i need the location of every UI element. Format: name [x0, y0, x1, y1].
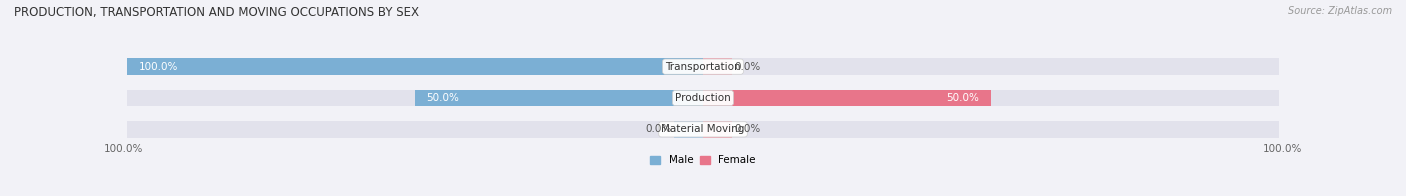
Bar: [127, 121, 1279, 138]
Bar: [675, 121, 703, 138]
Text: Production: Production: [675, 93, 731, 103]
Bar: [703, 58, 731, 75]
Legend: Male, Female: Male, Female: [648, 153, 758, 167]
Bar: [127, 58, 1279, 75]
Text: 100.0%: 100.0%: [104, 144, 143, 154]
Text: Transportation: Transportation: [665, 62, 741, 72]
Text: 0.0%: 0.0%: [735, 62, 761, 72]
Text: 100.0%: 100.0%: [1263, 144, 1302, 154]
Bar: [703, 121, 731, 138]
Text: 100.0%: 100.0%: [139, 62, 179, 72]
Text: PRODUCTION, TRANSPORTATION AND MOVING OCCUPATIONS BY SEX: PRODUCTION, TRANSPORTATION AND MOVING OC…: [14, 6, 419, 19]
Text: 50.0%: 50.0%: [946, 93, 980, 103]
Text: Source: ZipAtlas.com: Source: ZipAtlas.com: [1288, 6, 1392, 16]
Bar: [127, 90, 1279, 106]
Bar: [415, 90, 703, 106]
Text: 50.0%: 50.0%: [426, 93, 460, 103]
Bar: [703, 90, 991, 106]
Text: Material Moving: Material Moving: [661, 124, 745, 134]
Bar: [127, 58, 703, 75]
Text: 0.0%: 0.0%: [735, 124, 761, 134]
Text: 0.0%: 0.0%: [645, 124, 671, 134]
